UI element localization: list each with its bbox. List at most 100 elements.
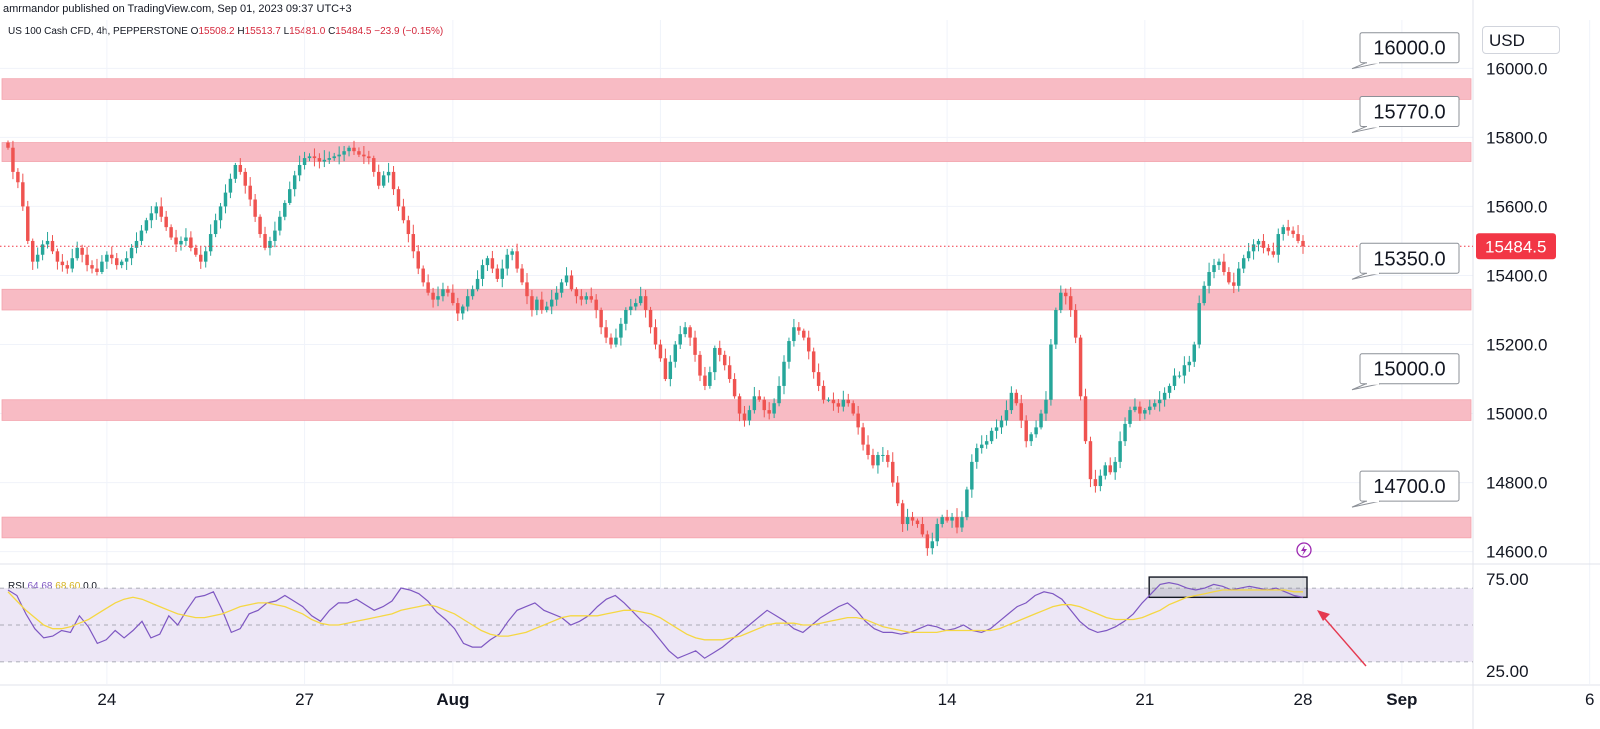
candle-body	[263, 234, 267, 248]
candle-body	[1187, 361, 1192, 366]
candle-body	[60, 261, 65, 266]
candle-body	[619, 323, 623, 338]
candle-body	[816, 372, 821, 386]
candle-body	[708, 372, 712, 386]
candle-body	[292, 175, 297, 190]
candle-body	[223, 192, 228, 207]
candle-body	[228, 178, 233, 193]
candle-body	[391, 171, 396, 190]
candle-body	[70, 258, 74, 269]
time-tick-label: Sep	[1386, 690, 1417, 709]
candle-body	[332, 156, 336, 159]
candle-body	[727, 365, 732, 380]
candle-body	[456, 303, 460, 314]
candle-body	[253, 199, 257, 217]
candle-body	[767, 410, 771, 414]
currency-selector[interactable]: USD	[1482, 26, 1560, 54]
open-value: 15508.2	[198, 26, 235, 37]
candle-body	[213, 220, 218, 235]
candle-body	[688, 327, 692, 338]
candle-body	[678, 334, 682, 345]
candle-body	[30, 240, 35, 262]
price-tick-label: 16000.0	[1486, 59, 1547, 78]
candle-body	[564, 275, 569, 283]
annotation-arrow-shaft	[1318, 611, 1367, 667]
candle-body	[1202, 285, 1206, 304]
candle-body	[1019, 403, 1023, 421]
candle-body	[989, 430, 994, 442]
time-tick-label: 6	[1585, 690, 1594, 709]
candle-body	[1068, 296, 1073, 310]
candle-body	[90, 265, 94, 269]
candle-body	[629, 306, 633, 310]
candle-body	[752, 396, 757, 411]
candle-body	[525, 282, 529, 297]
candle-body	[999, 420, 1004, 428]
candle-body	[821, 385, 826, 400]
candle-body	[322, 159, 327, 162]
candle-body	[55, 251, 60, 262]
time-tick-label: 27	[295, 690, 314, 709]
candle-body	[386, 171, 391, 176]
candle-body	[1078, 337, 1083, 397]
candle-body	[426, 282, 430, 293]
candle-body	[653, 327, 658, 345]
candle-body	[1232, 282, 1236, 286]
candle-body	[1217, 261, 1221, 266]
candle-body	[866, 444, 870, 455]
candle-body	[1167, 385, 1172, 393]
candle-body	[169, 227, 173, 238]
callout-box	[1359, 32, 1460, 64]
candle-body	[777, 385, 781, 404]
candle-body	[1222, 261, 1226, 273]
candle-body	[1261, 240, 1266, 248]
candle-body	[1014, 392, 1019, 404]
candle-body	[910, 517, 915, 521]
candle-body	[1009, 392, 1014, 411]
callout-label: 16000.0	[1373, 38, 1445, 60]
candle-body	[915, 520, 920, 525]
time-tick-label: Aug	[436, 690, 469, 709]
candle-body	[668, 361, 673, 380]
candle-body	[811, 351, 816, 373]
candle-body	[960, 517, 964, 528]
candle-body	[624, 309, 628, 324]
callout-box	[1359, 470, 1460, 502]
candle-body	[1197, 303, 1201, 345]
candle-body	[199, 254, 203, 262]
price-tick-label: 15400.0	[1486, 266, 1547, 285]
candle-body	[1157, 399, 1162, 404]
candle-body	[732, 379, 737, 397]
candle-body	[579, 296, 584, 300]
candle-body	[100, 261, 104, 273]
candle-body	[446, 289, 450, 293]
high-label: H	[237, 26, 245, 37]
candle-body	[643, 296, 648, 310]
candle-body	[1148, 406, 1152, 411]
low-value: 15481.0	[289, 26, 326, 37]
candle-body	[451, 292, 455, 304]
candle-body	[461, 306, 465, 314]
candle-body	[1192, 344, 1196, 362]
candle-body	[841, 399, 846, 407]
candle-body	[1172, 375, 1177, 386]
candle-body	[1291, 230, 1295, 235]
candle-body	[846, 399, 850, 404]
candle-body	[510, 251, 514, 255]
candle-body	[1241, 258, 1246, 269]
candle-body	[105, 254, 109, 262]
candle-body	[376, 171, 381, 186]
candle-body	[792, 327, 796, 342]
price-tick-label: 15800.0	[1486, 128, 1547, 147]
candle-body	[1088, 441, 1093, 480]
candle-body	[372, 158, 376, 172]
candle-body	[530, 296, 534, 310]
candle-body	[421, 268, 425, 283]
candle-body	[134, 240, 139, 248]
candle-body	[35, 254, 40, 262]
candle-body	[110, 254, 114, 259]
low-label: L	[283, 26, 290, 37]
candle-body	[164, 216, 168, 228]
candle-body	[609, 337, 613, 345]
